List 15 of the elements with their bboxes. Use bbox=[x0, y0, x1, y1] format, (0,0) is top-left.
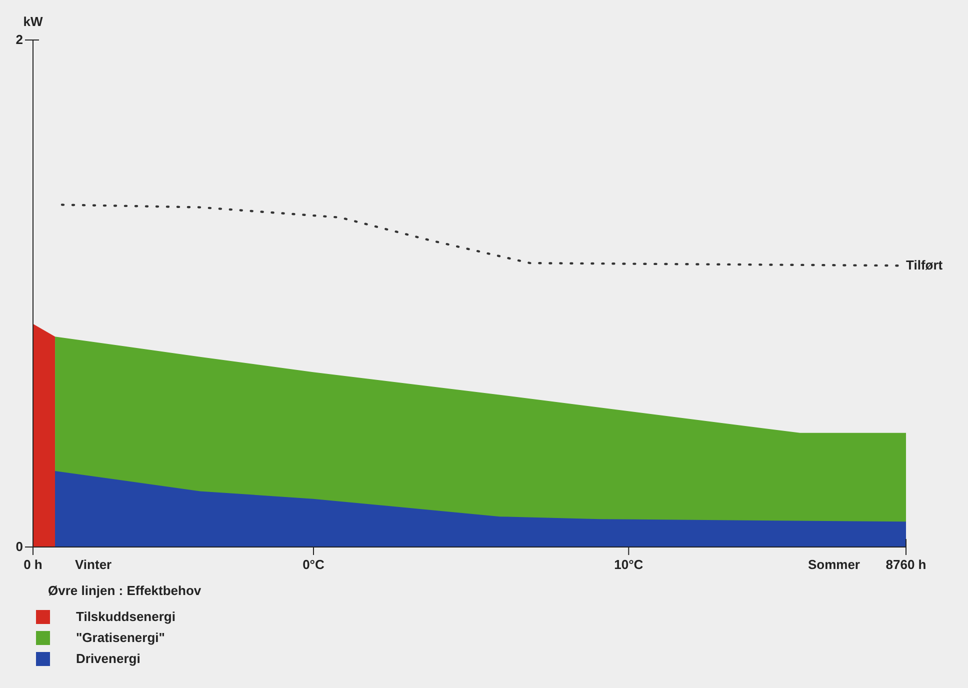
x-tick-label: 0 h bbox=[24, 557, 42, 572]
legend-title: Øvre linjen : Effektbehov bbox=[48, 583, 202, 598]
x2-tick-label: 10°C bbox=[614, 557, 644, 572]
text: Vinter bbox=[75, 557, 112, 572]
y-tick-label: 2 bbox=[16, 32, 23, 47]
legend-label: Tilskuddsenergi bbox=[76, 609, 176, 624]
x-tick-label: 8760 h bbox=[886, 557, 926, 572]
legend-label: Drivenergi bbox=[76, 651, 140, 666]
y-axis-title: kW bbox=[23, 14, 44, 29]
x2-tick-label: 0°C bbox=[302, 557, 326, 572]
text: Sommer bbox=[808, 557, 860, 572]
series-label: Tilført bbox=[906, 258, 944, 273]
y-tick-label: 0 bbox=[16, 539, 23, 554]
line-series bbox=[60, 204, 902, 267]
legend-label: "Gratisenergi" bbox=[76, 630, 165, 645]
